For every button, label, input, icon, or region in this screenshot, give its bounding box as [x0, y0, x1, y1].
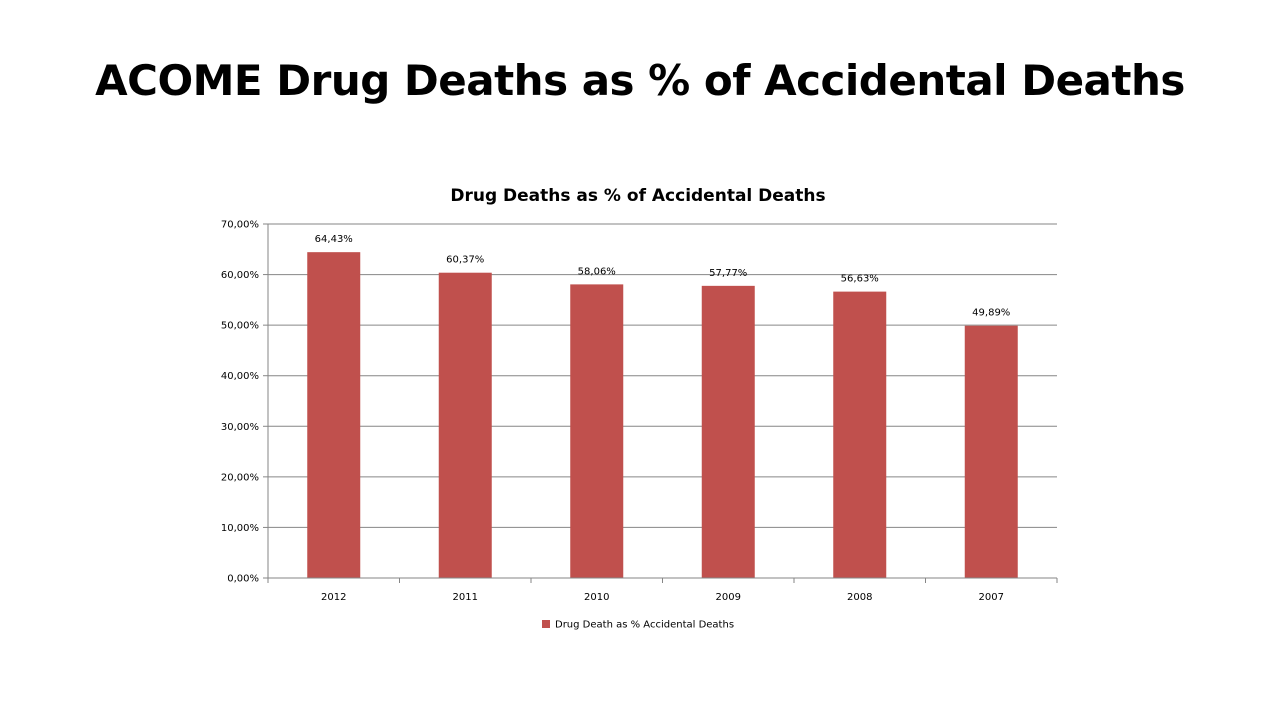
x-tick-label: 2007	[979, 592, 1004, 603]
legend-label: Drug Death as % Accidental Deaths	[555, 620, 734, 631]
data-label: 58,06%	[578, 266, 616, 277]
x-tick-label: 2011	[453, 592, 478, 603]
x-tick-label: 2008	[847, 592, 872, 603]
slide-title: ACOME Drug Deaths as % of Accidental Dea…	[95, 56, 1185, 105]
bar	[307, 252, 361, 579]
y-tick-label: 40,00%	[221, 371, 259, 382]
y-tick-label: 50,00%	[221, 321, 259, 332]
x-tick-label: 2009	[716, 592, 741, 603]
y-tick-label: 60,00%	[221, 270, 259, 281]
x-tick-label: 2010	[584, 592, 609, 603]
data-label: 56,63%	[841, 274, 879, 285]
data-label: 60,37%	[446, 255, 484, 266]
bar	[570, 284, 624, 578]
bar	[701, 285, 755, 578]
data-label: 64,43%	[315, 234, 353, 245]
chart-title: Drug Deaths as % of Accidental Deaths	[450, 186, 825, 206]
y-tick-label: 30,00%	[221, 422, 259, 433]
y-tick-label: 10,00%	[221, 523, 259, 534]
y-tick-label: 0,00%	[227, 574, 259, 585]
bar	[964, 325, 1018, 578]
y-tick-label: 70,00%	[221, 220, 259, 231]
bar-chart: Drug Deaths as % of Accidental Deaths 0,0…	[221, 186, 1058, 631]
bar	[833, 291, 887, 578]
chart-container: Drug Deaths as % of Accidental Deaths 0,0…	[180, 170, 1100, 650]
legend-swatch	[542, 620, 550, 628]
x-tick-label: 2012	[321, 592, 346, 603]
y-tick-label: 20,00%	[221, 472, 259, 483]
data-label: 49,89%	[972, 308, 1010, 319]
bar	[438, 272, 492, 578]
data-label: 57,77%	[709, 268, 747, 279]
